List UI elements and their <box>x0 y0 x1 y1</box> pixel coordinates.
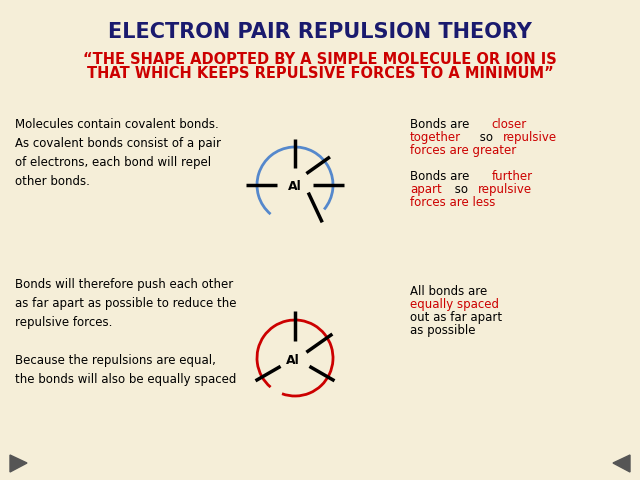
Text: out as far apart: out as far apart <box>410 311 502 324</box>
Text: so: so <box>451 183 472 196</box>
Text: together: together <box>410 131 461 144</box>
Text: as possible: as possible <box>410 324 476 337</box>
Text: Al: Al <box>288 180 302 193</box>
Text: “THE SHAPE ADOPTED BY A SIMPLE MOLECULE OR ION IS: “THE SHAPE ADOPTED BY A SIMPLE MOLECULE … <box>83 52 557 67</box>
Text: ELECTRON PAIR REPULSION THEORY: ELECTRON PAIR REPULSION THEORY <box>108 22 532 42</box>
Polygon shape <box>613 455 630 472</box>
Text: All bonds are: All bonds are <box>410 285 487 298</box>
Text: Al: Al <box>286 353 300 367</box>
Text: apart: apart <box>410 183 442 196</box>
Text: repulsive: repulsive <box>477 183 532 196</box>
Text: Molecules contain covalent bonds.
As covalent bonds consist of a pair
of electro: Molecules contain covalent bonds. As cov… <box>15 118 221 188</box>
Text: forces are less: forces are less <box>410 196 495 209</box>
Text: closer: closer <box>492 118 527 131</box>
Text: Bonds are: Bonds are <box>410 170 473 183</box>
Text: Bonds will therefore push each other
as far apart as possible to reduce the
repu: Bonds will therefore push each other as … <box>15 278 237 386</box>
Text: repulsive: repulsive <box>503 131 557 144</box>
Text: so: so <box>476 131 497 144</box>
Text: forces are greater: forces are greater <box>410 144 516 157</box>
Text: Bonds are: Bonds are <box>410 118 473 131</box>
Text: further: further <box>492 170 532 183</box>
Text: THAT WHICH KEEPS REPULSIVE FORCES TO A MINIMUM”: THAT WHICH KEEPS REPULSIVE FORCES TO A M… <box>86 66 554 81</box>
Polygon shape <box>10 455 27 472</box>
Text: equally spaced: equally spaced <box>410 298 499 311</box>
